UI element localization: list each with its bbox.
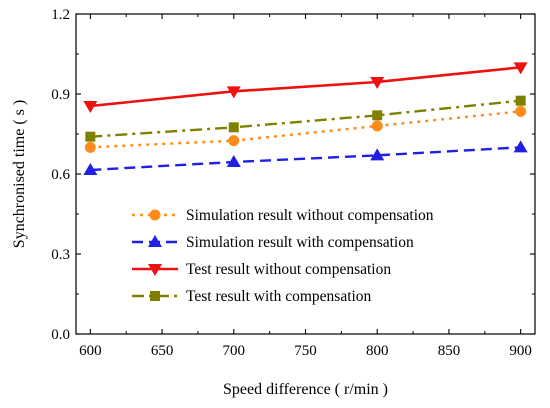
plot-border bbox=[75, 13, 536, 335]
y-tick-label: 0.6 bbox=[51, 167, 70, 183]
legend-label: Test result without compensation bbox=[186, 261, 391, 278]
series-group bbox=[83, 140, 528, 175]
y-tick-label: 0.9 bbox=[51, 87, 70, 103]
data-point bbox=[83, 101, 98, 113]
legend-label: Test result with compensation bbox=[186, 288, 372, 305]
data-point bbox=[515, 95, 526, 106]
x-tick-label: 600 bbox=[79, 343, 102, 359]
x-axis-label: Speed difference ( r/min ) bbox=[223, 381, 388, 398]
series-line bbox=[90, 110, 521, 149]
x-tick-label: 750 bbox=[294, 343, 317, 359]
series-group bbox=[85, 95, 526, 142]
y-axis-label: Synchronised time ( s ) bbox=[11, 100, 28, 248]
legend-marker bbox=[148, 235, 162, 247]
data-point bbox=[513, 62, 528, 75]
data-point bbox=[228, 135, 240, 147]
plot-frame bbox=[75, 13, 536, 335]
x-tick-label: 850 bbox=[438, 343, 461, 359]
series-layer bbox=[83, 62, 528, 175]
data-point bbox=[513, 140, 528, 153]
x-tick-label: 900 bbox=[509, 343, 532, 359]
data-point bbox=[226, 86, 241, 99]
series-group bbox=[84, 105, 527, 153]
data-point bbox=[83, 163, 98, 175]
series-line bbox=[90, 99, 521, 138]
legend: Simulation result without compensation Si… bbox=[132, 207, 434, 305]
legend-label: Simulation result with compensation bbox=[186, 234, 414, 251]
data-point bbox=[370, 77, 385, 89]
data-point bbox=[85, 131, 96, 142]
data-point bbox=[84, 141, 96, 153]
x-tick-label: 700 bbox=[223, 343, 246, 359]
y-tick-label: 1.2 bbox=[51, 7, 70, 23]
series-line bbox=[90, 146, 521, 172]
legend-label: Simulation result without compensation bbox=[186, 207, 434, 224]
legend-marker bbox=[149, 209, 161, 221]
x-tick-label: 800 bbox=[366, 343, 389, 359]
data-point bbox=[371, 120, 383, 132]
data-point bbox=[370, 148, 385, 161]
x-tick-label: 650 bbox=[151, 343, 174, 359]
legend-marker bbox=[148, 264, 162, 276]
legend-marker bbox=[150, 291, 160, 301]
y-tick-label: 0.0 bbox=[51, 327, 70, 343]
data-point bbox=[372, 110, 383, 121]
series-line bbox=[90, 66, 521, 108]
data-point bbox=[515, 105, 527, 117]
data-point bbox=[228, 122, 239, 133]
data-point bbox=[226, 155, 241, 167]
y-tick-label: 0.3 bbox=[51, 247, 70, 263]
series-group bbox=[83, 62, 528, 113]
axis-ticks: 600 650 700 750 800 850 900 0.0 0.3 0.6 0.9 1.2 bbox=[51, 7, 535, 359]
